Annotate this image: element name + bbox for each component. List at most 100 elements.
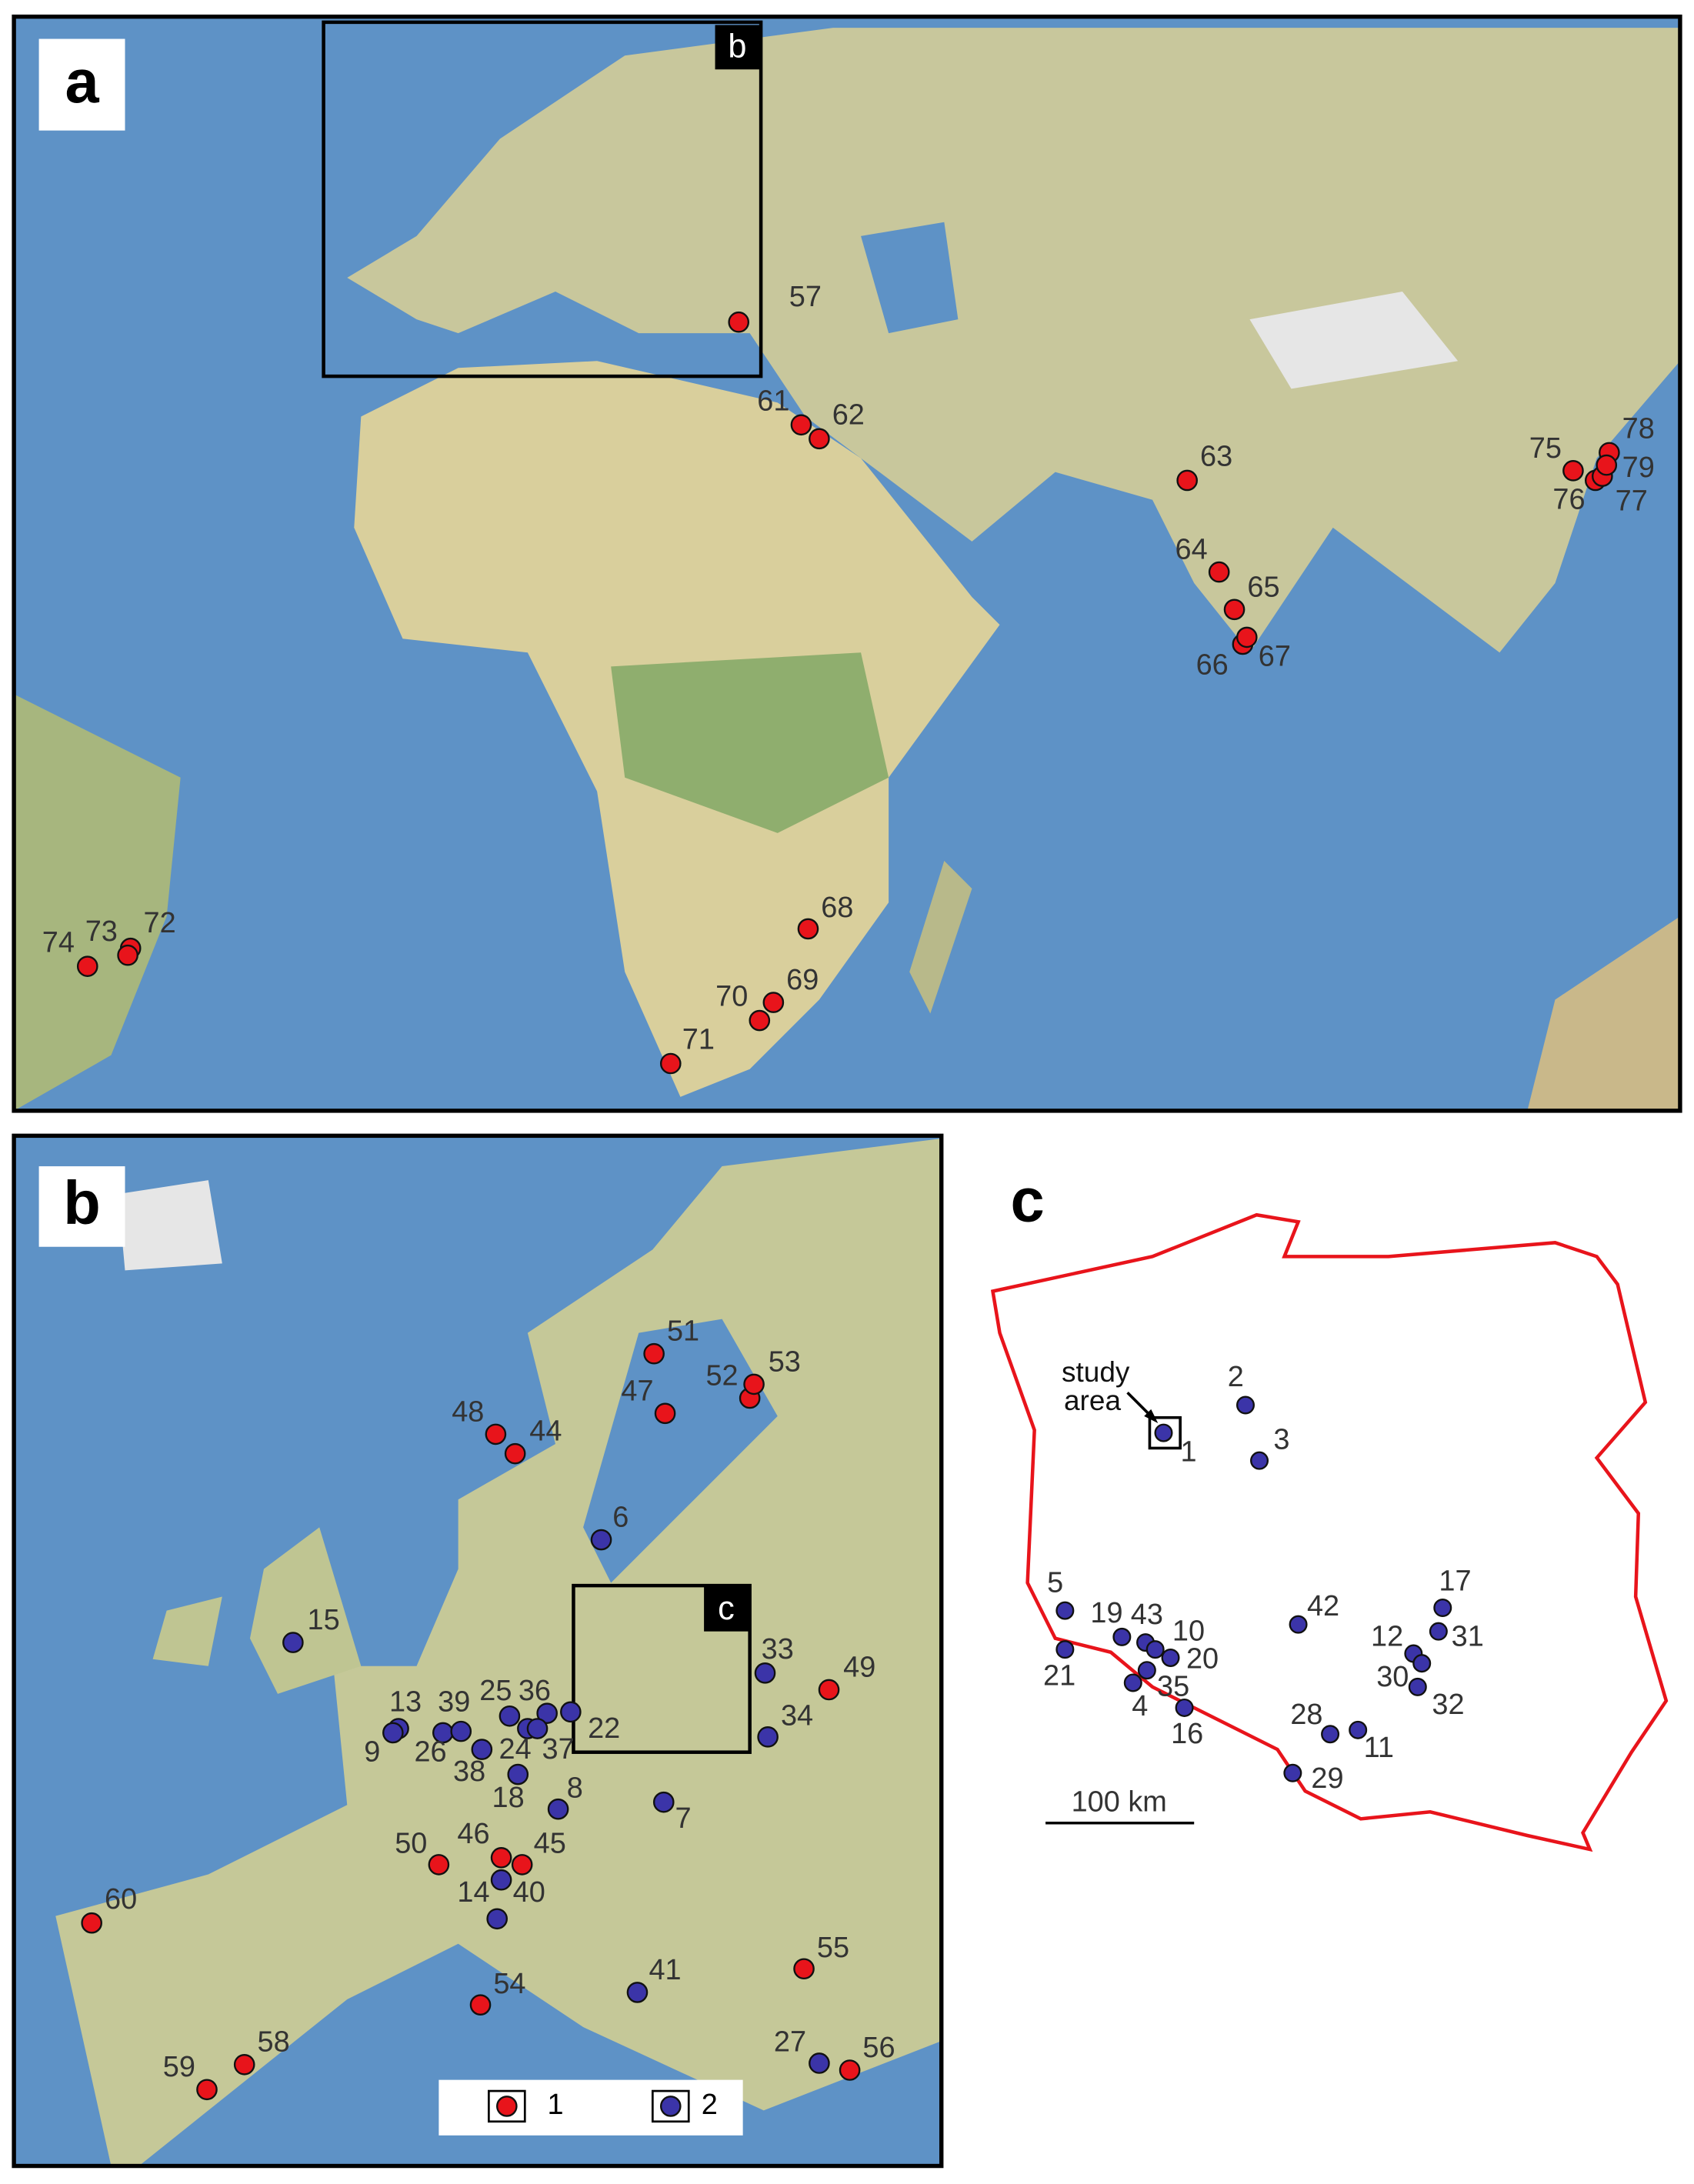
study-area-label: study area xyxy=(1062,1356,1130,1416)
site-label: 75 xyxy=(1529,432,1562,465)
site-marker xyxy=(1412,1654,1432,1673)
site-label: 43 xyxy=(1131,1599,1163,1631)
site-label: 57 xyxy=(789,281,822,313)
site-label: 62 xyxy=(832,398,865,431)
site-marker xyxy=(626,1982,649,2003)
site-label: 49 xyxy=(843,1651,875,1683)
site-label: 46 xyxy=(457,1818,489,1850)
legend-box xyxy=(439,2079,743,2136)
site-marker xyxy=(196,2079,218,2101)
site-marker xyxy=(76,955,98,977)
panel-tag xyxy=(38,38,125,131)
site-label: 72 xyxy=(144,907,176,939)
panel-label: a xyxy=(65,47,99,115)
site-marker xyxy=(1408,1677,1427,1696)
site-label: 59 xyxy=(163,2051,195,2083)
site-label: 68 xyxy=(821,892,853,924)
study-area-box xyxy=(1148,1415,1182,1450)
legend-frame xyxy=(651,2089,690,2123)
site-marker xyxy=(233,2053,255,2076)
site-marker xyxy=(536,1702,558,1724)
site-label: 14 xyxy=(457,1876,489,1909)
site-marker xyxy=(507,1763,529,1786)
site-marker xyxy=(1429,1622,1448,1641)
site-marker xyxy=(471,1739,493,1760)
site-label: 9 xyxy=(364,1736,380,1769)
site-marker xyxy=(818,1679,840,1701)
site-label: 56 xyxy=(862,2032,895,2064)
site-marker xyxy=(797,918,819,940)
site-label: 19 xyxy=(1090,1597,1122,1629)
site-label: 51 xyxy=(667,1315,699,1348)
site-marker xyxy=(282,1632,304,1653)
inset-tag xyxy=(715,25,762,70)
site-marker xyxy=(490,1847,512,1869)
site-label: 52 xyxy=(705,1359,738,1392)
site-label: 26 xyxy=(414,1736,446,1769)
site-label: 53 xyxy=(769,1345,801,1378)
site-label: 63 xyxy=(1200,441,1232,473)
site-marker xyxy=(117,944,138,966)
site-label: 73 xyxy=(85,915,118,948)
site-marker xyxy=(1250,1451,1269,1470)
legend-marker xyxy=(659,2096,682,2117)
site-marker xyxy=(793,1958,815,1980)
site-label: 78 xyxy=(1622,413,1655,445)
site-marker xyxy=(486,1908,508,1930)
site-label: 41 xyxy=(649,1954,681,1986)
site-marker xyxy=(1208,561,1230,583)
site-marker xyxy=(560,1701,582,1723)
site-marker xyxy=(1175,1698,1194,1717)
panel-frame xyxy=(12,1133,944,2169)
site-marker xyxy=(1137,1661,1156,1680)
site-marker xyxy=(659,1052,682,1075)
site-marker xyxy=(428,1854,450,1876)
site-label: 11 xyxy=(1364,1732,1394,1764)
site-label: 30 xyxy=(1376,1661,1409,1693)
site-marker xyxy=(81,1912,102,1934)
site-label: 18 xyxy=(492,1782,525,1814)
site-label: 39 xyxy=(438,1686,470,1719)
site-label: 54 xyxy=(493,1968,525,2000)
site-marker xyxy=(1321,1725,1340,1744)
scale-label: 100 km xyxy=(1072,1786,1167,1818)
site-label: 28 xyxy=(1290,1699,1322,1731)
site-label: 77 xyxy=(1616,485,1648,517)
inset-label: b xyxy=(728,28,746,65)
site-marker xyxy=(526,1718,549,1739)
site-label: 4 xyxy=(1132,1690,1148,1722)
site-label: 32 xyxy=(1432,1689,1464,1721)
site-label: 50 xyxy=(395,1828,427,1860)
site-label: 25 xyxy=(479,1675,512,1707)
site-marker xyxy=(590,1529,612,1551)
site-marker xyxy=(1433,1598,1452,1617)
site-marker xyxy=(547,1798,569,1820)
site-label: 66 xyxy=(1196,649,1229,681)
site-marker xyxy=(749,1009,771,1032)
site-marker xyxy=(1055,1601,1075,1620)
site-label: 47 xyxy=(621,1375,653,1407)
site-label: 36 xyxy=(519,1675,551,1707)
site-label: 8 xyxy=(567,1772,583,1804)
site-label: 38 xyxy=(453,1756,485,1788)
site-label: 58 xyxy=(258,2026,290,2059)
site-marker xyxy=(809,428,830,450)
site-label: 48 xyxy=(452,1395,484,1428)
site-label: 20 xyxy=(1186,1643,1219,1676)
site-marker xyxy=(1289,1615,1308,1634)
legend-label: 1 xyxy=(547,2089,563,2121)
site-marker xyxy=(1349,1720,1368,1739)
panel-label: c xyxy=(1011,1166,1045,1235)
site-label: 37 xyxy=(542,1733,575,1766)
site-label: 33 xyxy=(762,1633,794,1666)
site-marker xyxy=(1235,1395,1255,1415)
site-label: 61 xyxy=(757,385,789,417)
site-label: 12 xyxy=(1371,1621,1403,1653)
site-marker xyxy=(839,2059,861,2081)
site-marker xyxy=(1223,599,1245,621)
site-marker xyxy=(1562,460,1584,482)
panel-tag xyxy=(38,1166,125,1247)
site-marker xyxy=(469,1994,492,2016)
site-marker xyxy=(450,1720,472,1742)
